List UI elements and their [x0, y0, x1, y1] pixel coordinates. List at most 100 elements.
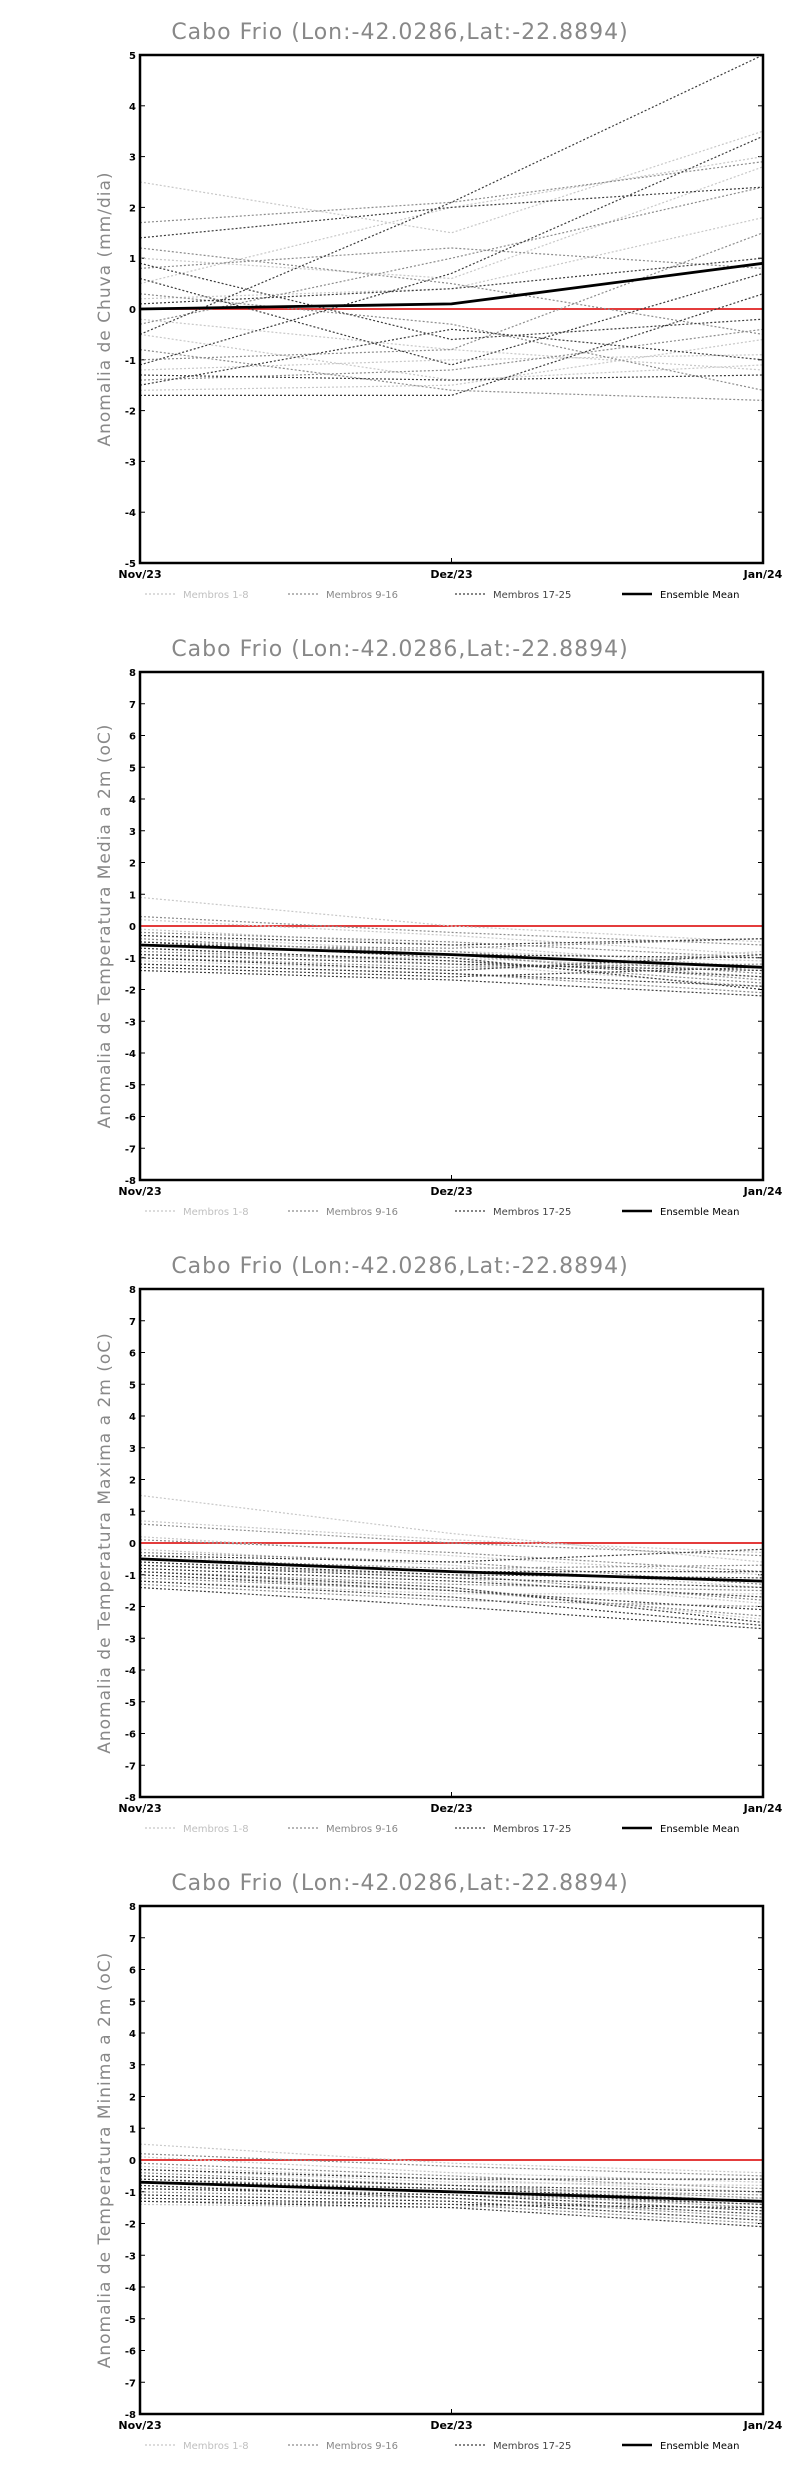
y-tick-label: 8 — [129, 1902, 136, 1913]
y-tick-label: -3 — [125, 2251, 136, 2262]
member-line-1-8 — [139, 217, 764, 300]
x-tick-label: Nov/23 — [118, 1802, 161, 1815]
member-line-17-25 — [139, 135, 764, 366]
member-line-17-25 — [139, 262, 764, 341]
plot-frame — [138, 1904, 765, 2416]
member-line-1-8 — [139, 1520, 764, 1554]
x-tick-label: Jan/24 — [743, 568, 783, 581]
member-line-1-8 — [139, 1580, 763, 1595]
member-line-1-8 — [139, 1536, 764, 1576]
y-tick-label: -1 — [125, 2188, 136, 2199]
chart-title: Cabo Frio (Lon:-42.0286,Lat:-22.8894) — [171, 20, 628, 45]
member-line-1-8 — [139, 938, 764, 978]
y-tick-label: 1 — [129, 1507, 136, 1518]
member-line-17-25 — [139, 2168, 763, 2180]
member-line-9-16 — [139, 293, 764, 391]
y-tick-label: 4 — [129, 795, 136, 806]
y-tick-label: 7 — [129, 1934, 136, 1945]
member-line-9-16 — [139, 232, 764, 361]
legend-label: Ensemble Mean — [660, 1824, 739, 1835]
member-line-17-25 — [139, 969, 764, 997]
member-line-1-8 — [139, 1548, 764, 1589]
y-tick-label: 3 — [129, 2061, 136, 2072]
y-tick-label: 5 — [129, 51, 136, 62]
y-tick-label: -8 — [125, 1793, 136, 1804]
y-tick-label: -4 — [125, 1666, 136, 1677]
legend-label: Membros 1-8 — [183, 2441, 249, 2452]
y-tick-label: -7 — [125, 1144, 136, 1155]
member-line-17-25 — [140, 293, 764, 396]
member-line-17-25 — [139, 1586, 764, 1630]
y-tick-label: 7 — [129, 1317, 136, 1328]
member-line-9-16 — [139, 2200, 764, 2225]
y-axis-label: Anomalia de Temperatura Minima a 2m (oC) — [95, 1952, 115, 2369]
y-tick-label: -8 — [125, 2410, 136, 2421]
y-tick-label: 4 — [129, 102, 136, 113]
y-tick-label: 5 — [129, 1997, 136, 2008]
member-line-1-8 — [139, 338, 764, 391]
y-tick-label: -2 — [125, 1603, 136, 1614]
member-line-17-25 — [139, 963, 764, 987]
y-axis-label: Anomalia de Chuva (mm/dia) — [95, 171, 115, 446]
y-tick-label: 1 — [129, 890, 136, 901]
legend-label: Membros 17-25 — [493, 590, 571, 601]
ensemble-mean-line — [139, 2180, 764, 2203]
legend-label: Membros 1-8 — [183, 590, 249, 601]
y-tick-label: -4 — [125, 2283, 136, 2294]
member-line-1-8 — [139, 1574, 764, 1620]
member-line-9-16 — [139, 247, 764, 335]
y-tick-label: -3 — [125, 1634, 136, 1645]
y-axis-label: Anomalia de Temperatura Maxima a 2m (oC) — [95, 1332, 115, 1754]
y-tick-label: 3 — [129, 827, 136, 838]
member-line-1-8 — [139, 1494, 764, 1563]
y-tick-label: 8 — [129, 668, 136, 679]
ensemble-mean-line — [139, 261, 764, 311]
legend-label: Ensemble Mean — [660, 2441, 739, 2452]
y-tick-label: 1 — [129, 254, 136, 265]
legend-label: Membros 17-25 — [493, 2441, 571, 2452]
legend-label: Membros 17-25 — [493, 1824, 571, 1835]
y-tick-label: -2 — [125, 2220, 136, 2231]
legend-label: Membros 9-16 — [326, 1824, 398, 1835]
y-tick-label: 0 — [129, 922, 136, 933]
y-tick-label: -2 — [125, 407, 136, 418]
y-tick-label: 0 — [129, 305, 136, 316]
x-tick-label: Dez/23 — [430, 1802, 472, 1815]
y-tick-label: 5 — [129, 1380, 136, 1391]
member-line-17-25 — [139, 272, 764, 366]
x-tick-label: Dez/23 — [430, 2419, 472, 2432]
member-line-9-16 — [139, 1523, 764, 1557]
y-tick-label: 6 — [129, 1349, 136, 1360]
member-line-1-8 — [139, 130, 764, 234]
legend-label: Ensemble Mean — [660, 1207, 739, 1218]
member-line-17-25 — [139, 1571, 764, 1623]
member-line-9-16 — [139, 247, 764, 269]
legend-label: Ensemble Mean — [660, 590, 739, 601]
y-tick-label: -8 — [125, 1176, 136, 1187]
chart-title: Cabo Frio (Lon:-42.0286,Lat:-22.8894) — [171, 1254, 628, 1279]
member-line-1-8 — [139, 166, 764, 280]
member-line-17-25 — [139, 257, 764, 305]
member-line-9-16 — [139, 328, 764, 381]
x-tick-label: Jan/24 — [743, 1802, 783, 1815]
y-tick-label: -5 — [125, 559, 136, 570]
y-tick-label: -3 — [125, 457, 136, 468]
y-tick-label: 5 — [129, 763, 136, 774]
legend-label: Membros 1-8 — [183, 1824, 249, 1835]
y-tick-label: 6 — [129, 1966, 136, 1977]
member-line-1-8 — [139, 1561, 764, 1604]
member-line-1-8 — [139, 318, 764, 371]
member-line-9-16 — [139, 1564, 764, 1601]
legend-label: Membros 1-8 — [183, 1207, 249, 1218]
member-line-1-8 — [139, 928, 764, 968]
x-tick-label: Jan/24 — [743, 1185, 783, 1198]
y-tick-label: 0 — [129, 1539, 136, 1550]
member-line-17-25 — [139, 1580, 764, 1627]
chart-panel-2: Cabo Frio (Lon:-42.0286,Lat:-22.8894) Ano… — [95, 637, 783, 1218]
x-tick-label: Dez/23 — [430, 568, 472, 581]
x-tick-label: Dez/23 — [430, 1185, 472, 1198]
y-tick-label: -1 — [125, 1571, 136, 1582]
plot-frame — [138, 1287, 765, 1799]
y-tick-label: 6 — [129, 732, 136, 743]
y-tick-label: -2 — [125, 986, 136, 997]
